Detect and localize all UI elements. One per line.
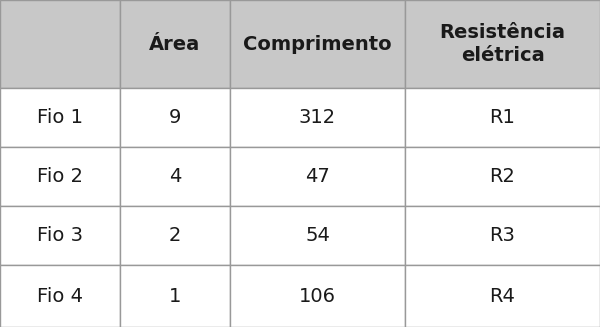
Bar [120, 265, 230, 327]
Bar [405, 88, 600, 147]
Text: 312: 312 [299, 108, 336, 127]
Bar [230, 206, 405, 265]
Text: 47: 47 [305, 167, 330, 186]
Text: R4: R4 [490, 286, 515, 305]
Text: 106: 106 [299, 286, 336, 305]
Bar [0, 88, 120, 147]
Bar [405, 147, 600, 206]
Bar [0, 147, 120, 206]
Bar [230, 265, 405, 327]
Bar [230, 0, 405, 88]
Text: 1: 1 [169, 286, 181, 305]
Text: 4: 4 [169, 167, 181, 186]
Bar [230, 88, 405, 147]
Bar [405, 206, 600, 265]
Text: Fio 3: Fio 3 [37, 226, 83, 245]
Bar [0, 206, 120, 265]
Text: Comprimento: Comprimento [243, 35, 392, 54]
Bar [120, 206, 230, 265]
Text: R2: R2 [490, 167, 515, 186]
Bar [120, 88, 230, 147]
Text: Fio 2: Fio 2 [37, 167, 83, 186]
Text: 9: 9 [169, 108, 181, 127]
Text: 2: 2 [169, 226, 181, 245]
Bar [0, 0, 120, 88]
Bar [120, 0, 230, 88]
Bar [230, 147, 405, 206]
Text: R1: R1 [490, 108, 515, 127]
Bar [120, 147, 230, 206]
Text: 54: 54 [305, 226, 330, 245]
Bar [405, 0, 600, 88]
Text: R3: R3 [490, 226, 515, 245]
Text: Fio 4: Fio 4 [37, 286, 83, 305]
Bar [0, 265, 120, 327]
Text: Área: Área [149, 35, 200, 54]
Text: Resistência
elétrica: Resistência elétrica [439, 23, 566, 65]
Text: Fio 1: Fio 1 [37, 108, 83, 127]
Bar [405, 265, 600, 327]
